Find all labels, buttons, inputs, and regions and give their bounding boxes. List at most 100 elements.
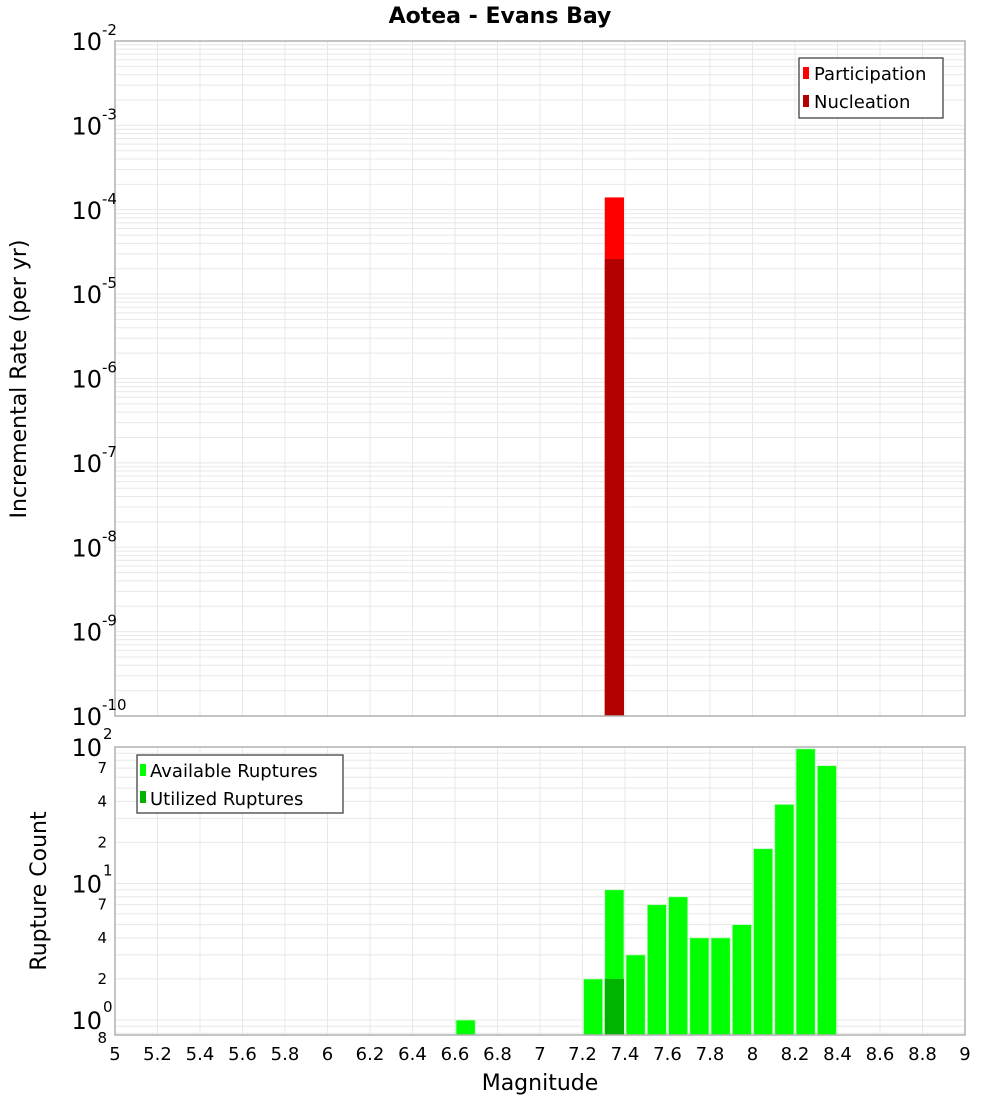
bottom-y-major-tick: 10 0 <box>71 998 112 1035</box>
available-bar <box>583 978 604 1036</box>
svg-text:-7: -7 <box>102 443 117 461</box>
x-tick-label: 5.2 <box>143 1044 172 1065</box>
svg-text:-5: -5 <box>102 274 117 292</box>
participation-swatch-icon <box>803 67 809 79</box>
svg-text:10: 10 <box>71 197 102 225</box>
available-bar <box>668 896 689 1036</box>
x-tick-label: 6.4 <box>398 1044 427 1065</box>
svg-text:10: 10 <box>71 112 102 140</box>
x-tick-label: 7.6 <box>653 1044 682 1065</box>
legend-available: Available Ruptures <box>150 761 318 782</box>
incremental-rate-plot: 10-210-310-410-510-610-710-810-910-10 In… <box>7 21 966 731</box>
bottom-y-minor-tick: 4 <box>97 929 107 947</box>
svg-text:-9: -9 <box>102 612 117 630</box>
top-legend-box <box>798 57 944 119</box>
top-y-axis-ticks: 10-210-310-410-510-610-710-810-910-10 <box>71 21 126 731</box>
x-tick-label: 8.6 <box>866 1044 895 1065</box>
svg-text:10: 10 <box>71 450 102 478</box>
svg-text:10: 10 <box>71 366 102 394</box>
available-bar <box>646 904 667 1036</box>
nucleation-swatch-icon <box>803 95 809 107</box>
x-tick-label: 7.4 <box>611 1044 640 1065</box>
svg-text:-2: -2 <box>102 21 117 39</box>
chart-title: Aotea - Evans Bay <box>389 4 612 29</box>
top-legend: Participation Nucleation <box>798 57 944 119</box>
bottom-y-minor-tick: 8 <box>97 1029 107 1047</box>
x-axis-label: Magnitude <box>482 1071 599 1096</box>
x-axis-ticks: 5 5.2 5.4 5.6 5.8 6 6.2 6.4 6.6 6.8 7 7.2 7.4 7.6 7.8 8… <box>109 1044 970 1065</box>
x-tick-label: 8.8 <box>908 1044 937 1065</box>
utilized-swatch-icon <box>140 791 146 803</box>
available-bar <box>455 1019 476 1036</box>
svg-text:0: 0 <box>103 998 113 1016</box>
svg-text:10: 10 <box>71 871 102 899</box>
bottom-y-minor-tick: 7 <box>97 896 107 914</box>
svg-text:10: 10 <box>71 28 102 56</box>
x-tick-label: 8.2 <box>781 1044 810 1065</box>
x-tick-label: 8.4 <box>823 1044 852 1065</box>
top-bars <box>604 197 624 717</box>
top-y-tick: 10 -2 <box>71 21 117 56</box>
x-tick-label: 6.2 <box>356 1044 385 1065</box>
bottom-legend-box <box>136 754 344 814</box>
top-y-tick: 10 -8 <box>71 527 117 562</box>
available-bar <box>795 748 816 1036</box>
svg-text:10: 10 <box>71 1007 102 1035</box>
svg-text:-3: -3 <box>102 105 117 123</box>
top-y-tick: 10 -7 <box>71 443 117 478</box>
bottom-plot-frame <box>114 746 966 1036</box>
top-y-tick: 10 -5 <box>71 274 117 309</box>
top-y-axis-label: Incremental Rate (per yr) <box>7 240 32 519</box>
x-tick-label: 6.6 <box>441 1044 470 1065</box>
utilized-bar <box>604 978 624 1035</box>
top-y-tick: 10 -6 <box>71 359 117 394</box>
nucleation-bar <box>604 259 624 716</box>
bottom-y-minor-tick: 2 <box>97 970 107 988</box>
available-bar <box>625 954 646 1036</box>
top-y-tick: 10 -4 <box>71 190 117 225</box>
available-bar <box>731 924 752 1036</box>
bottom-y-minor-tick: 4 <box>97 792 107 810</box>
x-tick-label: 9 <box>959 1044 970 1065</box>
svg-text:-10: -10 <box>102 696 127 714</box>
bottom-y-axis-label: Rupture Count <box>27 811 52 971</box>
svg-text:-8: -8 <box>102 527 117 545</box>
svg-text:2: 2 <box>103 725 113 743</box>
x-tick-label: 6.8 <box>483 1044 512 1065</box>
x-tick-label: 7.2 <box>568 1044 597 1065</box>
available-bar <box>689 937 710 1036</box>
top-plot-frame <box>114 40 966 717</box>
x-tick-label: 8 <box>747 1044 758 1065</box>
legend-utilized: Utilized Ruptures <box>150 789 303 810</box>
bottom-bars <box>455 748 837 1036</box>
bottom-legend: Available Ruptures Utilized Ruptures <box>136 754 344 814</box>
available-bar <box>710 937 731 1036</box>
svg-text:-4: -4 <box>102 190 117 208</box>
available-bar <box>753 848 774 1036</box>
legend-nucleation: Nucleation <box>814 92 910 113</box>
bottom-y-minor-tick: 2 <box>97 833 107 851</box>
svg-text:10: 10 <box>71 703 102 731</box>
x-tick-label: 7 <box>534 1044 545 1065</box>
top-y-tick: 10 -9 <box>71 612 117 647</box>
x-tick-label: 6 <box>322 1044 333 1065</box>
x-tick-label: 7.8 <box>696 1044 725 1065</box>
svg-text:10: 10 <box>71 534 102 562</box>
svg-text:1: 1 <box>103 862 113 880</box>
legend-participation: Participation <box>814 64 926 85</box>
svg-text:10: 10 <box>71 619 102 647</box>
available-swatch-icon <box>140 764 146 776</box>
available-bar <box>774 803 795 1036</box>
x-tick-label: 5.6 <box>228 1044 257 1065</box>
svg-text:10: 10 <box>71 281 102 309</box>
top-y-tick: 10 -3 <box>71 105 117 140</box>
svg-text:10: 10 <box>71 734 102 762</box>
top-y-tick: 10 -10 <box>71 696 126 731</box>
top-grid <box>114 41 966 717</box>
x-tick-label: 5 <box>109 1044 120 1065</box>
bottom-y-major-tick: 10 1 <box>71 862 112 899</box>
available-bar <box>816 765 837 1036</box>
